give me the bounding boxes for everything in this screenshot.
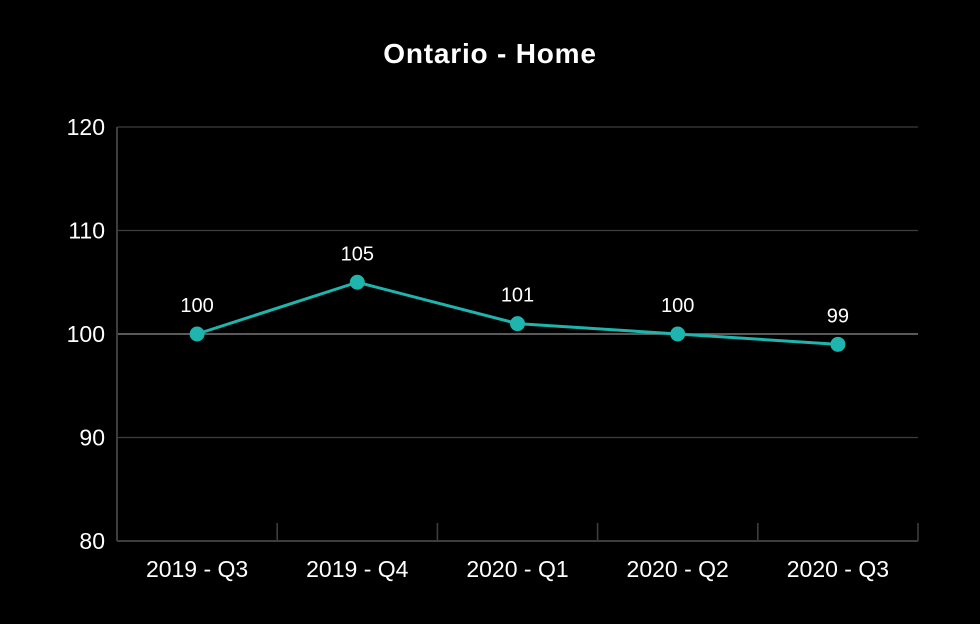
x-tick-label: 2019 - Q3 xyxy=(146,556,248,582)
chart-title: Ontario - Home xyxy=(383,38,597,69)
x-tick-label: 2020 - Q1 xyxy=(466,556,568,582)
y-tick-label: 100 xyxy=(67,321,105,347)
y-tick-label: 80 xyxy=(79,528,105,554)
data-point[interactable] xyxy=(510,316,525,332)
x-tick-label: 2020 - Q3 xyxy=(787,556,889,582)
data-point-label: 105 xyxy=(341,243,374,265)
data-point[interactable] xyxy=(349,274,365,290)
y-tick-label: 90 xyxy=(79,425,105,451)
x-tick-label: 2019 - Q4 xyxy=(306,556,408,582)
data-point-label: 100 xyxy=(661,295,694,317)
x-tick-label: 2020 - Q2 xyxy=(627,556,729,582)
data-point[interactable] xyxy=(189,326,205,342)
data-point-label: 100 xyxy=(180,295,213,317)
data-point[interactable] xyxy=(830,336,846,352)
data-point[interactable] xyxy=(670,326,686,342)
data-point-label: 99 xyxy=(827,305,849,327)
y-tick-label: 120 xyxy=(67,114,105,140)
y-tick-label: 110 xyxy=(68,218,105,244)
data-point-label: 101 xyxy=(501,285,534,307)
